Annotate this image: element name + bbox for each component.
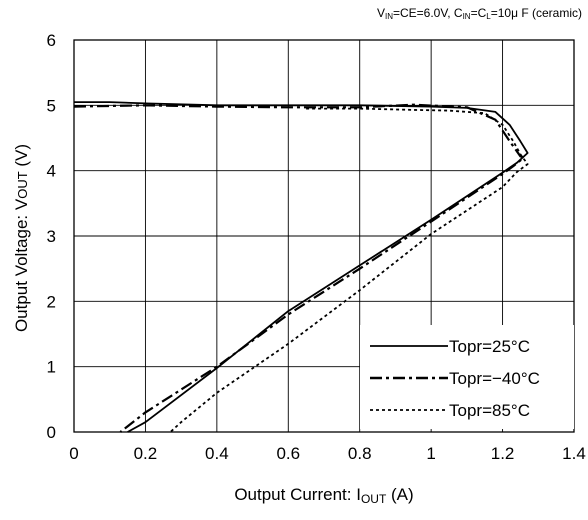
- y-axis-label: Output Voltage: VOUT (V): [12, 143, 31, 333]
- series-lines: [73, 101, 529, 433]
- plot-frame: [73, 39, 575, 433]
- y-tick-label: 0: [47, 423, 56, 442]
- series-line: [169, 107, 529, 433]
- x-axis-label: Output Current: IOUT (A): [234, 485, 414, 506]
- x-tick-label: 1.2: [491, 444, 515, 463]
- x-tick-label: 0.4: [205, 444, 229, 463]
- x-tick-label: 1: [426, 444, 435, 463]
- test-conditions: VIN=CE=6.0V, CIN=CL=10μ F (ceramic): [376, 6, 582, 21]
- legend-label: Topr=25°C: [449, 337, 530, 356]
- x-tick-label: 0: [69, 444, 78, 463]
- x-tick-label: 0.6: [276, 444, 300, 463]
- x-tick-label: 1.4: [562, 444, 586, 463]
- y-axis-ticks: 0 1 2 3 4 5 6: [47, 31, 56, 442]
- y-tick-label: 5: [47, 96, 56, 115]
- y-tick-label: 1: [47, 358, 56, 377]
- legend-label: Topr=−40°C: [449, 369, 540, 388]
- series-line: [74, 101, 529, 433]
- series-line: [73, 103, 526, 433]
- x-tick-label: 0.8: [348, 444, 372, 463]
- y-tick-label: 6: [47, 31, 56, 50]
- legend: Topr=25°C Topr=−40°C Topr=85°C: [360, 325, 574, 429]
- x-tick-label: 0.2: [134, 444, 158, 463]
- legend-label: Topr=85°C: [449, 401, 530, 420]
- x-axis-ticks: 0 0.2 0.4 0.6 0.8 1 1.2 1.4: [69, 444, 586, 463]
- y-tick-label: 2: [47, 292, 56, 311]
- y-tick-label: 4: [47, 162, 56, 181]
- y-tick-label: 3: [47, 227, 56, 246]
